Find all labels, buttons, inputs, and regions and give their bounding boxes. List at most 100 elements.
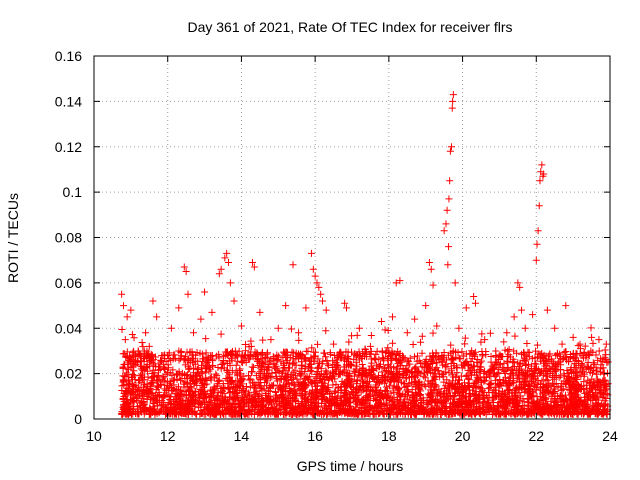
data-point [491,364,499,372]
data-point [119,302,127,310]
data-point [551,395,559,403]
data-point [207,351,215,359]
data-point [331,351,339,359]
data-point [587,324,595,332]
data-point [602,351,610,359]
data-point [461,393,469,401]
data-point [324,396,332,404]
data-point [280,361,288,369]
data-point [549,359,557,367]
data-point [531,400,539,408]
data-point [580,363,588,371]
data-point [170,409,178,417]
data-point [416,404,424,412]
data-point [476,410,484,418]
data-point [599,410,607,418]
data-point [155,397,163,405]
data-point [203,403,211,411]
data-point [399,354,407,361]
data-point [496,360,504,368]
data-point [548,355,556,363]
data-point [341,379,349,387]
data-point [470,363,478,371]
data-point [185,410,193,418]
data-point [514,279,522,287]
data-point [223,367,231,375]
data-point [229,405,237,413]
data-point [522,361,530,369]
data-point [590,378,598,386]
data-point [257,408,265,416]
data-point [330,340,338,348]
data-point [558,340,566,348]
data-point [308,344,316,352]
data-point [557,402,565,410]
data-point [213,352,221,360]
data-point [495,365,503,373]
data-point [386,370,394,378]
data-point [445,379,453,387]
data-point [571,395,579,403]
data-point [130,372,138,380]
data-point [232,409,240,417]
data-point [527,373,535,381]
data-point [446,147,454,155]
data-point [423,368,431,376]
data-point [291,386,299,394]
data-point [409,340,417,348]
data-point [548,406,556,414]
data-point [396,277,404,285]
data-point [583,363,591,371]
data-point [462,408,470,416]
data-point [506,380,514,388]
data-point [401,383,409,391]
data-point [240,356,248,364]
data-point [175,368,183,376]
data-point [177,391,185,399]
data-point [468,371,476,379]
data-point [208,308,216,316]
data-point [532,383,540,391]
data-point [355,324,363,332]
data-point [359,365,367,373]
data-point [571,385,579,393]
data-point [120,381,128,389]
data-point [252,372,260,380]
data-point [427,407,435,415]
data-point [403,367,411,375]
data-point [398,403,406,411]
data-point [168,371,176,379]
data-point [153,313,161,321]
data-point [240,372,248,380]
data-point [486,329,494,337]
x-axis: 10 12 14 16 18 20 22 24 [86,56,618,444]
data-point [516,397,524,405]
data-point [500,338,508,346]
data-point [146,362,154,370]
data-point [241,347,249,355]
data-point [217,365,225,373]
data-point [186,386,194,394]
data-point [562,380,570,388]
data-point [220,409,228,417]
data-point [314,370,322,378]
data-point [540,359,548,367]
data-point [296,402,304,410]
data-point [554,398,562,406]
data-point [306,360,314,368]
data-point [586,386,594,394]
data-point [282,383,290,391]
data-point [485,399,493,407]
data-point [569,333,577,341]
data-point [235,347,243,355]
data-point [298,351,306,359]
data-point [510,313,518,321]
data-point [387,356,395,364]
data-point [511,402,519,410]
data-point [147,410,155,418]
data-point [228,350,236,358]
data-point [265,399,273,407]
data-point [581,342,589,350]
data-point [462,372,470,380]
data-point [535,202,543,210]
